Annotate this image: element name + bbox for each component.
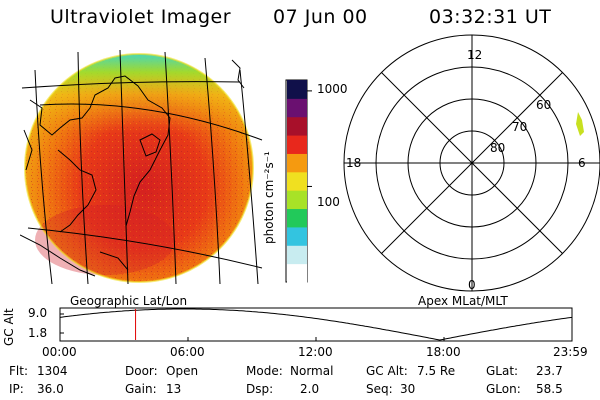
time-readout: 03:32:31 UT — [429, 6, 552, 28]
mlat-label-80: 80 — [490, 141, 506, 155]
colorbar-band-9 — [287, 98, 307, 118]
coastlines — [20, 59, 245, 277]
altitude-xtick-1200: 12:00 — [298, 345, 333, 359]
colorbar-band-4 — [287, 190, 307, 210]
colorbar-band-2 — [287, 226, 307, 246]
gain-label: Gain: — [125, 382, 157, 396]
gc-alt-label: GC Alt: — [366, 364, 408, 378]
left-panel-caption: Geographic Lat/Lon — [70, 294, 188, 308]
dsp-label: Dsp: — [246, 382, 274, 396]
colorbar-band-10 — [287, 80, 307, 99]
colorbar-band-6 — [287, 153, 307, 173]
altitude-ylabel: GC Alt — [2, 308, 16, 346]
diag-axis-2 — [381, 72, 563, 254]
altitude-plot-frame — [59, 307, 573, 342]
geographic-grid — [21, 50, 263, 284]
altitude-xtick-0000: 00:00 — [42, 345, 77, 359]
gc-alt-value: 7.5 Re — [417, 364, 456, 378]
flt-value: 1304 — [37, 364, 68, 378]
colorbar-band-5 — [287, 171, 307, 191]
ip-label: IP: — [9, 382, 24, 396]
altitude-xtick-1800: 18:00 — [426, 345, 461, 359]
mode-label: Mode: — [246, 364, 283, 378]
mlt-label-18: 18 — [346, 156, 362, 170]
altitude-ytick-max: 9.0 — [28, 306, 48, 320]
colorbar-band-8 — [287, 116, 307, 136]
apex-polar-plot — [343, 34, 600, 292]
glat-value: 23.7 — [536, 364, 563, 378]
mlt-label-12: 12 — [467, 48, 483, 62]
door-value: Open — [166, 364, 199, 378]
mode-value: Normal — [290, 364, 334, 378]
colorbar-band-1 — [287, 245, 307, 265]
altitude-plot — [59, 307, 573, 342]
altitude-xtick-2359: 23:59 — [553, 345, 588, 359]
ip-value: 36.0 — [37, 382, 64, 396]
mlat-label-60: 60 — [536, 98, 552, 112]
app-title: Ultraviolet Imager — [50, 6, 232, 28]
seq-value: 30 — [400, 382, 416, 396]
mlat-label-70: 70 — [512, 120, 528, 134]
auroral-edge — [576, 112, 584, 136]
colorbar-band-7 — [287, 135, 307, 154]
mlt-label-0: 0 — [468, 278, 476, 292]
glon-value: 58.5 — [536, 382, 563, 396]
colorbar-band-3 — [287, 208, 307, 228]
colorbar-band-0 — [287, 263, 307, 283]
colorbar-tick-1000: 1000 — [317, 82, 348, 96]
altitude-ytick-min: 1.8 — [28, 326, 48, 340]
date-readout: 07 Jun 00 — [273, 6, 368, 28]
colorbar-unit-label: photon cm⁻²s⁻¹ — [262, 151, 276, 244]
uv-image — [24, 53, 254, 283]
mlt-label-6: 6 — [578, 156, 586, 170]
dsp-value: 2.0 — [300, 382, 320, 396]
right-panel-caption: Apex MLat/MLT — [418, 294, 508, 308]
altitude-xtick-0600: 06:00 — [170, 345, 205, 359]
glon-label: GLon: — [486, 382, 521, 396]
door-label: Door: — [125, 364, 158, 378]
gain-value: 13 — [166, 382, 182, 396]
colorbar-tick-100: 100 — [317, 195, 340, 209]
altitude-curve — [59, 308, 573, 341]
flt-label: Flt: — [9, 364, 28, 378]
seq-label: Seq: — [366, 382, 393, 396]
colorbar — [285, 79, 312, 283]
glat-label: GLat: — [486, 364, 519, 378]
